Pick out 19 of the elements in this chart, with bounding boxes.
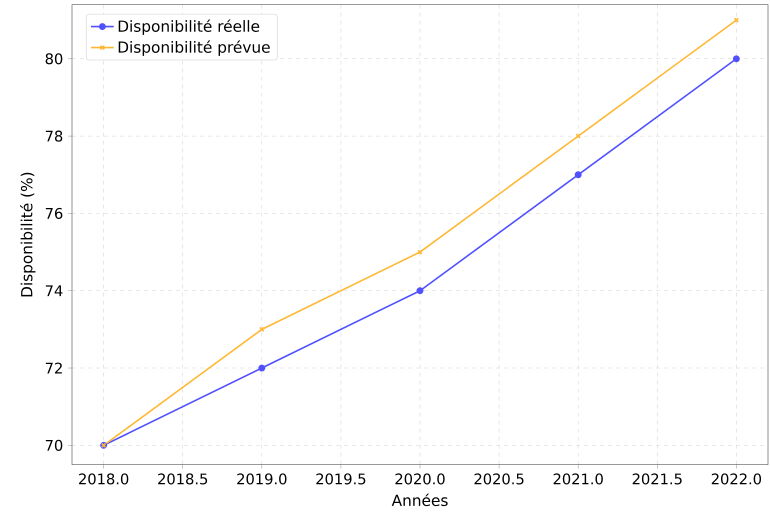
x-tick-label: 2018.5 xyxy=(158,473,208,484)
legend-label: Disponibilité réelle xyxy=(118,19,260,35)
x-tick-label: 2019.5 xyxy=(316,473,366,484)
x-tick-label: 2018.0 xyxy=(79,473,128,484)
x-axis-title: Années xyxy=(392,494,448,506)
y-tick-label: 70 xyxy=(46,440,62,451)
y-tick-label: 76 xyxy=(46,208,62,219)
y-tick-label: 78 xyxy=(46,130,62,142)
x-tick-label: 2022.0 xyxy=(712,473,762,484)
y-axis-title: Disponibilité (%) xyxy=(20,172,36,296)
x-tick-label: 2021.5 xyxy=(632,473,682,484)
y-tick-label: 80 xyxy=(46,53,62,64)
x-tick-label: 2019.0 xyxy=(237,473,286,484)
legend-label: Disponibilité prévue xyxy=(118,40,270,56)
x-tick-label: 2020.5 xyxy=(474,473,524,484)
y-tick-label: 72 xyxy=(46,362,62,374)
y-tick-label: 74 xyxy=(46,285,62,296)
x-tick-label: 2020.0 xyxy=(395,473,445,484)
x-tick-label: 2021.0 xyxy=(554,473,603,484)
